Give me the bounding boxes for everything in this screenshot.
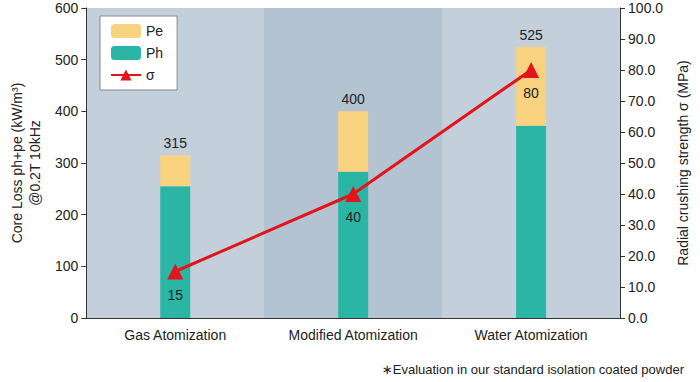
svg-text:315: 315 bbox=[164, 135, 188, 151]
svg-text:40: 40 bbox=[345, 209, 361, 225]
svg-text:600: 600 bbox=[55, 0, 79, 16]
svg-text:σ: σ bbox=[146, 67, 155, 83]
svg-text:30.0: 30.0 bbox=[628, 217, 655, 233]
svg-text:80.0: 80.0 bbox=[628, 62, 655, 78]
svg-text:@0.2T 10kHz: @0.2T 10kHz bbox=[27, 120, 43, 206]
svg-text:80: 80 bbox=[523, 85, 539, 101]
svg-text:Core Loss ph+pe (kW/m³): Core Loss ph+pe (kW/m³) bbox=[9, 83, 25, 244]
svg-text:300: 300 bbox=[55, 155, 79, 171]
svg-text:∗Evaluation in our standard is: ∗Evaluation in our standard isolation co… bbox=[382, 362, 685, 377]
svg-text:400: 400 bbox=[55, 103, 79, 119]
svg-text:100.0: 100.0 bbox=[628, 0, 663, 16]
svg-text:Gas Atomization: Gas Atomization bbox=[124, 327, 226, 343]
svg-text:100: 100 bbox=[55, 258, 79, 274]
svg-text:Ph: Ph bbox=[146, 45, 163, 61]
svg-text:70.0: 70.0 bbox=[628, 93, 655, 109]
svg-text:0: 0 bbox=[70, 310, 78, 326]
svg-text:90.0: 90.0 bbox=[628, 31, 655, 47]
svg-text:0.0: 0.0 bbox=[628, 310, 648, 326]
svg-text:10.0: 10.0 bbox=[628, 279, 655, 295]
svg-text:15: 15 bbox=[167, 287, 183, 303]
svg-text:40.0: 40.0 bbox=[628, 186, 655, 202]
svg-text:500: 500 bbox=[55, 52, 79, 68]
svg-text:Water Atomization: Water Atomization bbox=[475, 327, 588, 343]
svg-text:60.0: 60.0 bbox=[628, 124, 655, 140]
svg-text:Modified Atomization: Modified Atomization bbox=[289, 327, 418, 343]
svg-text:50.0: 50.0 bbox=[628, 155, 655, 171]
svg-text:Radial crushing strength σ (MP: Radial crushing strength σ (MPa) bbox=[675, 60, 691, 266]
svg-text:400: 400 bbox=[341, 91, 365, 107]
svg-text:20.0: 20.0 bbox=[628, 248, 655, 264]
svg-text:Pe: Pe bbox=[146, 23, 163, 39]
svg-text:200: 200 bbox=[55, 207, 79, 223]
svg-text:525: 525 bbox=[519, 27, 543, 43]
